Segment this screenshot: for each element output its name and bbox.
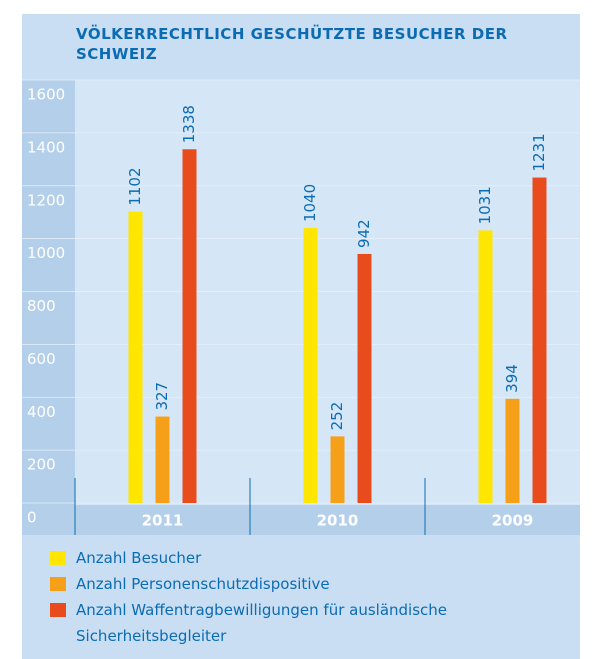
plot-area — [75, 80, 580, 505]
bar — [532, 177, 547, 503]
legend-swatch — [50, 603, 66, 617]
y-tick-label: 0 — [27, 509, 37, 527]
legend-item: Anzahl Personenschutzdispositive — [50, 571, 546, 597]
bar — [505, 398, 520, 503]
value-label: 1231 — [530, 133, 548, 171]
x-tick-label: 2010 — [317, 512, 359, 530]
y-tick-label: 1400 — [27, 138, 65, 156]
legend-swatch — [50, 577, 66, 591]
y-tick-label: 400 — [27, 403, 56, 421]
y-axis-band — [22, 80, 75, 535]
legend-item: Anzahl Besucher — [50, 545, 546, 571]
value-label: 252 — [328, 402, 346, 431]
legend: Anzahl Besucher Anzahl Personenschutzdisp… — [50, 545, 550, 649]
bar — [155, 416, 170, 503]
y-tick-label: 1000 — [27, 244, 65, 262]
chart-title: VÖLKERRECHTLICH GESCHÜTZTE BESUCHER DER … — [76, 25, 508, 63]
legend-label: Anzahl Besucher — [76, 549, 202, 567]
x-axis-band — [75, 505, 580, 535]
value-label: 1031 — [476, 186, 494, 224]
bar — [330, 436, 345, 503]
legend-label: Anzahl Personenschutzdispositive — [76, 575, 330, 593]
y-tick-label: 1600 — [27, 86, 65, 104]
legend-label: Anzahl Waffentragbewilligungen für auslä… — [76, 601, 448, 645]
legend-item: Anzahl Waffentragbewilligungen für auslä… — [50, 597, 546, 649]
bar — [478, 230, 493, 503]
value-label: 327 — [153, 382, 171, 411]
value-label: 942 — [355, 219, 373, 248]
bar — [128, 211, 143, 503]
bar — [182, 149, 197, 504]
bar — [303, 228, 318, 504]
bar — [357, 253, 372, 503]
y-tick-label: 800 — [27, 297, 56, 315]
value-label: 394 — [503, 364, 521, 393]
y-tick-label: 200 — [27, 456, 56, 474]
x-tick-label: 2009 — [492, 512, 534, 530]
value-label: 1102 — [126, 167, 144, 205]
value-label: 1338 — [180, 105, 198, 143]
value-label: 1040 — [301, 184, 319, 222]
y-tick-label: 1200 — [27, 191, 65, 209]
y-tick-label: 600 — [27, 350, 56, 368]
legend-swatch — [50, 551, 66, 565]
x-tick-label: 2011 — [142, 512, 184, 530]
